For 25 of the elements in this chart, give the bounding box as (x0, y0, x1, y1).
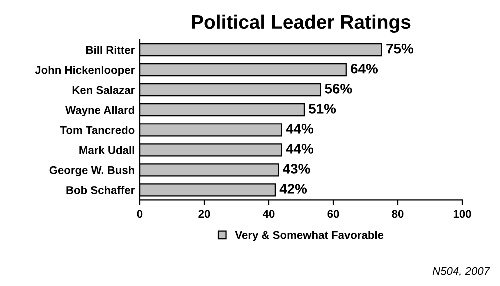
y-tick-label: Mark Udall (80, 146, 134, 154)
chart-title: Political Leader Ratings (192, 14, 411, 34)
data-label: 51% (309, 104, 336, 114)
y-tick-label: George W. Bush (50, 166, 134, 177)
y-tick-label: John Hickenlooper (35, 66, 135, 76)
x-tick-label: 80 (392, 210, 404, 218)
y-tick-label: Tom Tancredo (60, 126, 135, 134)
data-label: 64% (351, 64, 378, 74)
legend-label: Very & Somewhat Favorable (235, 231, 384, 242)
data-label: 75% (386, 44, 414, 54)
data-label: 42% (280, 184, 308, 194)
y-tick-label: Wayne Allard (66, 106, 134, 116)
x-tick-label: 0 (137, 210, 143, 218)
y-tick-label: Bill Ritter (86, 46, 135, 54)
x-tick-label: 20 (198, 210, 210, 218)
x-tick-label: 40 (262, 210, 275, 218)
x-tick-label: 100 (454, 210, 472, 218)
data-label: 43% (283, 164, 310, 174)
text: N504, 2007 (432, 267, 490, 277)
y-tick-label: Ken Salazar (72, 86, 135, 94)
data-label: 56% (325, 84, 352, 94)
y-tick-label: Bob Schaffer (66, 186, 135, 194)
data-label: 44% (286, 124, 314, 134)
data-label: 44% (286, 144, 314, 154)
x-tick-label: 60 (328, 210, 340, 218)
